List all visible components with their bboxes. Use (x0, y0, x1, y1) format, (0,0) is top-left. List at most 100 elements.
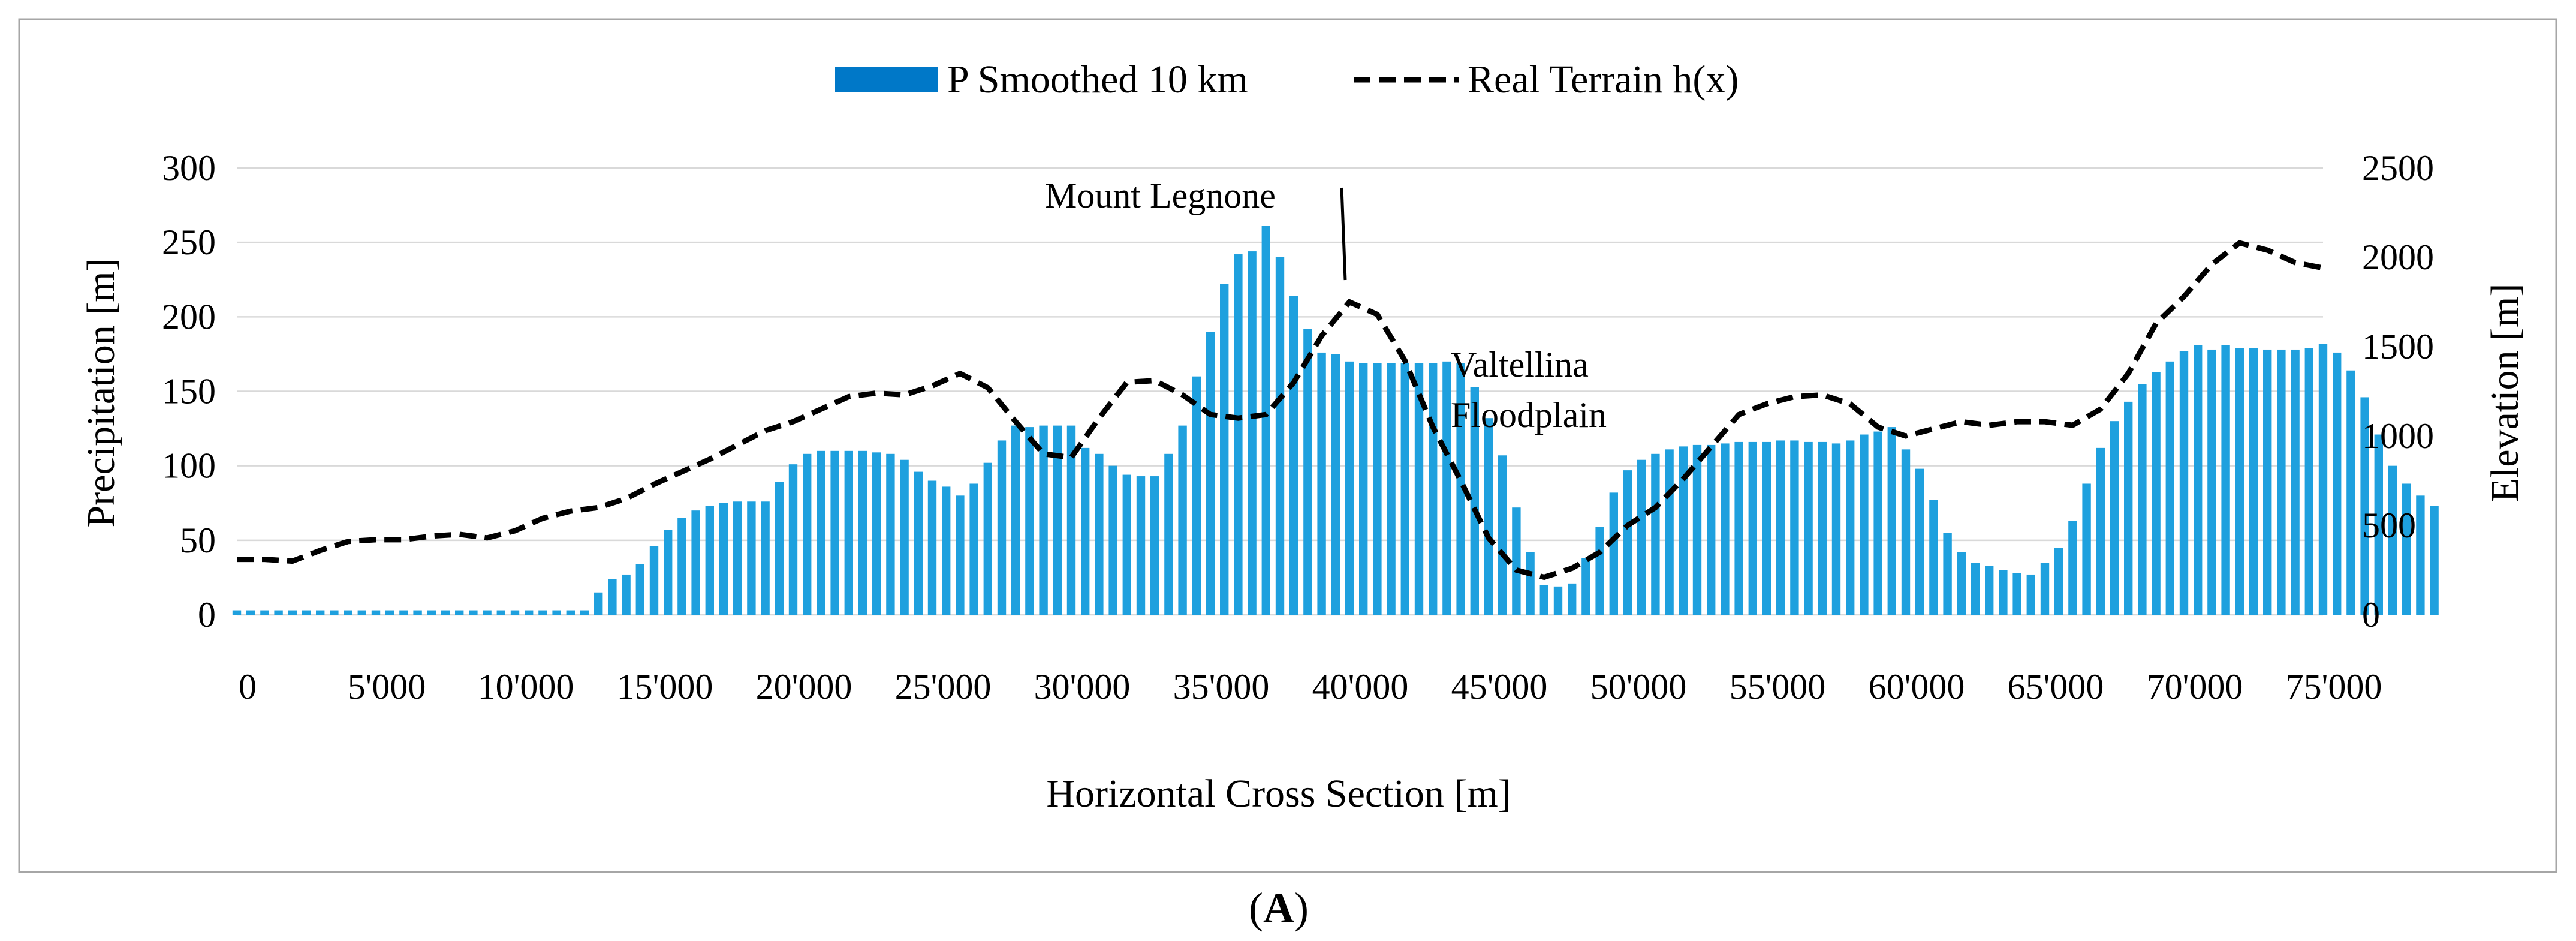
precipitation-bar (1248, 251, 1257, 615)
legend-label-precipitation: P Smoothed 10 km (947, 58, 1248, 101)
precipitation-bar (2318, 344, 2328, 615)
precipitation-bar (2291, 349, 2300, 615)
precipitation-bar (1373, 363, 1382, 615)
precipitation-bar (1692, 444, 1702, 615)
precipitation-bar (1790, 440, 1799, 615)
precipitation-bar (1595, 527, 1604, 615)
precipitation-bar (1734, 441, 1743, 615)
legend-label-terrain: Real Terrain h(x) (1468, 58, 1739, 101)
y-left-tick-label: 0 (198, 595, 216, 635)
precipitation-bar (385, 610, 394, 615)
precipitation-bar (803, 453, 812, 615)
precipitation-bar (1818, 441, 1827, 615)
precipitation-bar (1331, 354, 1340, 615)
precipitation-bar (2040, 563, 2050, 615)
y-left-tick-label: 300 (162, 148, 216, 188)
left-axis-ticks: 0 50 100 150 200 250 300 (162, 148, 216, 635)
precipitation-bar (1568, 583, 1577, 615)
precipitation-bar (2374, 434, 2383, 615)
precipitation-bar (1387, 363, 1396, 615)
precipitation-bar (1539, 585, 1548, 615)
precipitation-bar (1623, 470, 1632, 615)
x-axis-title: Horizontal Cross Section [m] (1046, 772, 1511, 816)
precipitation-bar (2235, 348, 2244, 615)
precipitation-bar (1943, 533, 1952, 615)
x-tick-label: 70'000 (2147, 667, 2243, 706)
precipitation-bar (969, 483, 978, 615)
x-tick-label: 75'000 (2286, 667, 2382, 706)
precipitation-bar (1150, 476, 1159, 615)
precipitation-bar (232, 610, 242, 615)
precipitation-bar (1136, 476, 1146, 615)
legend-swatch-precipitation (835, 67, 938, 92)
precipitation-bar (1220, 284, 1229, 615)
precipitation-bars (232, 226, 2439, 615)
precipitation-bar (914, 471, 923, 615)
precipitation-bar (2179, 351, 2189, 615)
precipitation-bar (2277, 349, 2286, 615)
annotation-valtellina: Valtellina (1451, 345, 1589, 384)
x-tick-label: 20'000 (756, 667, 852, 706)
caption-letter: A (1263, 884, 1294, 932)
precipitation-bar (1901, 449, 1911, 615)
precipitation-bar (1122, 474, 1131, 615)
right-axis-ticks: 0 500 1000 1500 2000 2500 (2362, 148, 2434, 635)
precipitation-bar (357, 610, 366, 615)
figure-caption: (A) (1249, 884, 1309, 932)
precipitation-bar (1456, 363, 1465, 615)
precipitation-bar (538, 610, 547, 615)
y-right-tick-label: 0 (2362, 595, 2380, 635)
precipitation-bar (496, 610, 505, 615)
precipitation-bar (1609, 492, 1618, 615)
precipitation-bar (817, 450, 825, 615)
precipitation-bar (2124, 401, 2133, 615)
precipitation-bar (844, 450, 853, 615)
precipitation-bar (1039, 425, 1048, 615)
precipitation-bar (761, 501, 770, 615)
precipitation-bar (2207, 349, 2216, 615)
x-tick-label: 5'000 (348, 667, 426, 706)
precipitation-bar (316, 610, 325, 615)
precipitation-bar (2346, 370, 2355, 615)
precipitation-bar (1275, 257, 1285, 615)
precipitation-bar (525, 610, 534, 615)
precipitation-bar (2360, 397, 2369, 615)
precipitation-bar (1748, 441, 1757, 615)
precipitation-bar (775, 482, 784, 615)
caption-close-paren: ) (1294, 884, 1309, 932)
precipitation-bar (2333, 352, 2342, 615)
precipitation-bar (664, 530, 673, 615)
precipitation-bar (1776, 440, 1785, 615)
precipitation-bar (608, 579, 617, 615)
precipitation-bar (2304, 348, 2313, 615)
precipitation-bar (1164, 453, 1173, 615)
precipitation-bar (900, 459, 909, 615)
precipitation-bar (1053, 425, 1062, 615)
precipitation-bar (1526, 552, 1535, 615)
precipitation-bar (705, 506, 714, 615)
precipitation-bar (330, 610, 339, 615)
precipitation-bar (413, 610, 422, 615)
x-tick-label: 60'000 (1869, 667, 1965, 706)
y-left-tick-label: 200 (162, 297, 216, 336)
precipitation-bar (1665, 449, 1674, 615)
y-right-tick-label: 2500 (2362, 148, 2434, 188)
x-axis-ticks: 0 5'000 10'000 15'000 20'000 25'000 30'000 35'0… (239, 667, 2382, 706)
y-right-tick-label: 1500 (2362, 327, 2434, 366)
precipitation-bar (1192, 376, 1201, 615)
precipitation-bar (1484, 418, 1493, 615)
x-tick-label: 35'000 (1173, 667, 1270, 706)
precipitation-bar (927, 480, 937, 615)
precipitation-bar (2165, 361, 2174, 615)
precipitation-bar (580, 610, 589, 615)
precipitation-bar (983, 462, 992, 615)
precipitation-bar (427, 610, 436, 615)
precipitation-bar (1289, 296, 1298, 615)
precipitation-bar (1637, 459, 1646, 615)
precipitation-bar (1081, 447, 1090, 615)
x-tick-label: 50'000 (1590, 667, 1687, 706)
precipitation-bar (1025, 427, 1034, 615)
precipitation-bar (469, 610, 478, 615)
precipitation-bar (1804, 441, 1813, 615)
precipitation-bar (288, 610, 297, 615)
